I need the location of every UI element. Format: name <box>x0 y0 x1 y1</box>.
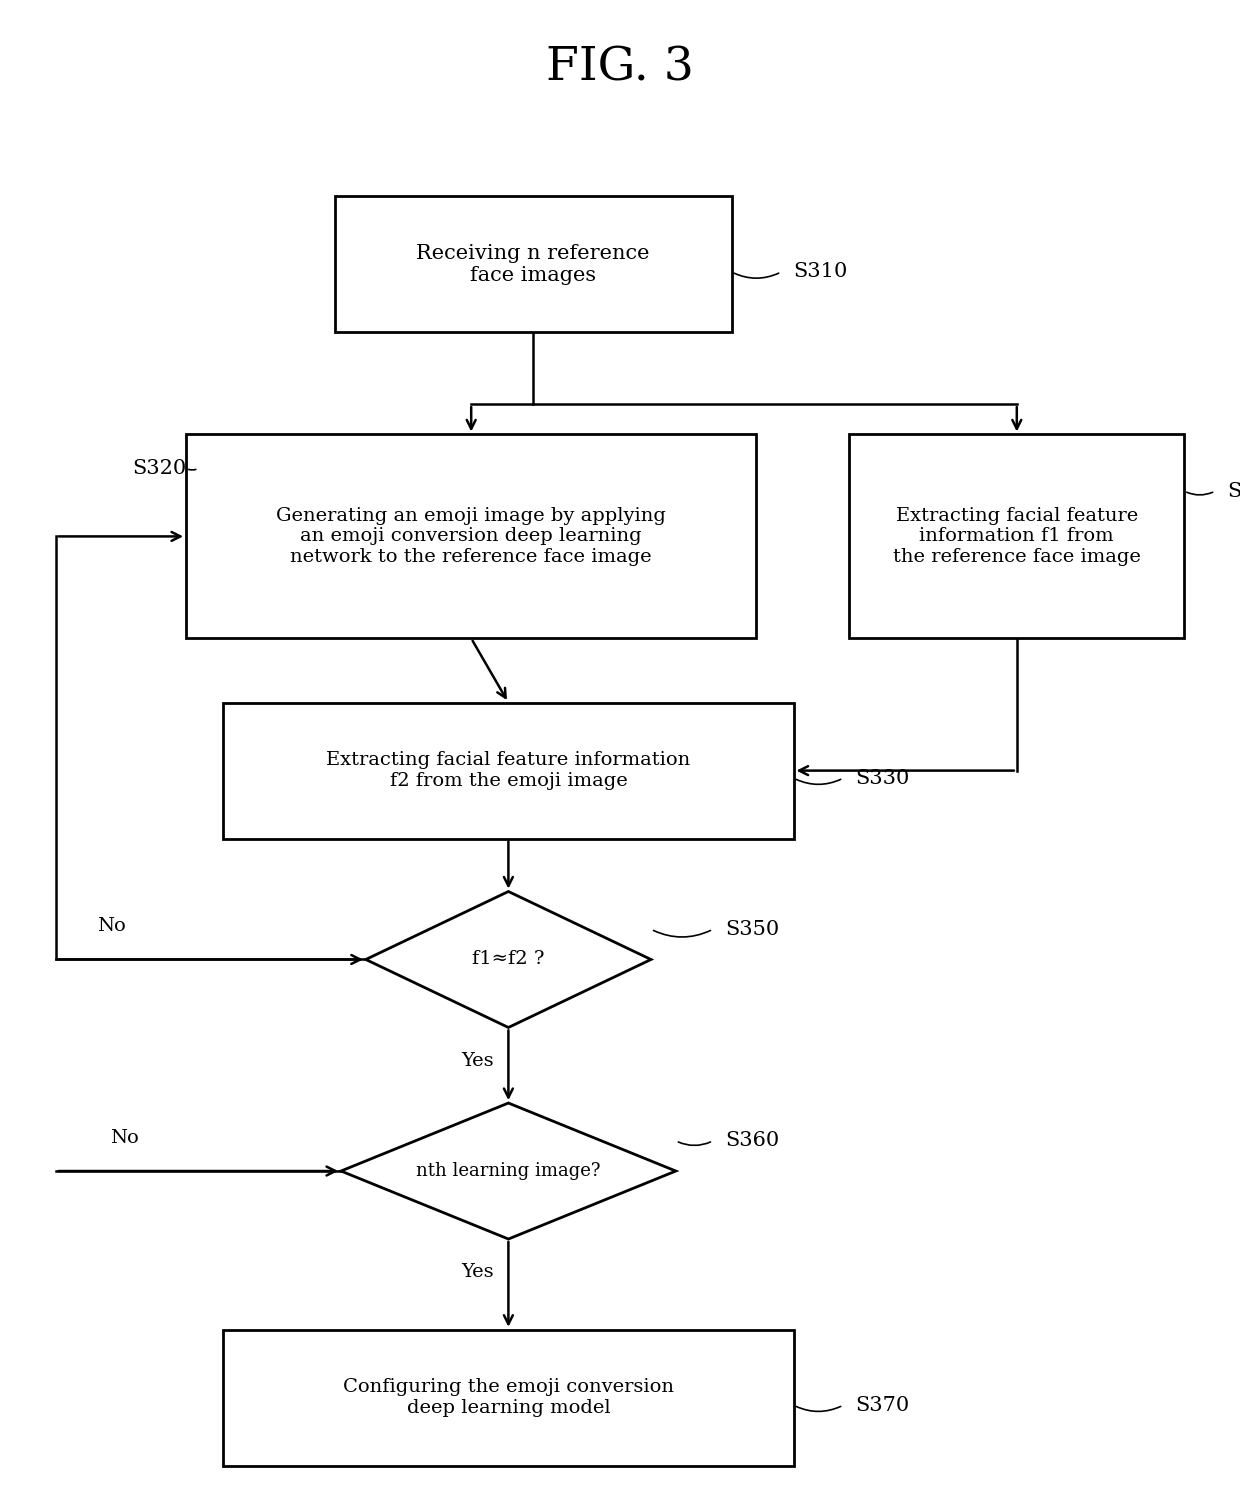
Polygon shape <box>366 891 651 1027</box>
FancyBboxPatch shape <box>186 435 756 638</box>
Text: S340: S340 <box>1228 482 1240 500</box>
Polygon shape <box>341 1103 676 1239</box>
Text: FIG. 3: FIG. 3 <box>546 45 694 91</box>
Text: nth learning image?: nth learning image? <box>417 1162 600 1180</box>
Text: No: No <box>97 917 126 935</box>
Text: Generating an emoji image by applying
an emoji conversion deep learning
network : Generating an emoji image by applying an… <box>277 506 666 567</box>
Text: No: No <box>109 1129 139 1147</box>
Text: Extracting facial feature
information f1 from
the reference face image: Extracting facial feature information f1… <box>893 506 1141 567</box>
FancyBboxPatch shape <box>223 1330 794 1466</box>
Text: Configuring the emoji conversion
deep learning model: Configuring the emoji conversion deep le… <box>343 1378 673 1417</box>
Text: S360: S360 <box>725 1132 780 1150</box>
Text: f1≈f2 ?: f1≈f2 ? <box>472 950 544 969</box>
Text: S310: S310 <box>794 263 848 281</box>
Text: Yes: Yes <box>461 1263 494 1281</box>
Text: Yes: Yes <box>461 1052 494 1070</box>
FancyBboxPatch shape <box>223 703 794 839</box>
FancyBboxPatch shape <box>335 196 732 332</box>
Text: S320: S320 <box>131 459 186 477</box>
Text: S370: S370 <box>856 1396 910 1414</box>
Text: Extracting facial feature information
f2 from the emoji image: Extracting facial feature information f2… <box>326 751 691 790</box>
Text: S350: S350 <box>725 920 780 938</box>
Text: S330: S330 <box>856 769 910 787</box>
Text: Receiving n reference
face images: Receiving n reference face images <box>417 243 650 286</box>
FancyBboxPatch shape <box>849 435 1184 638</box>
